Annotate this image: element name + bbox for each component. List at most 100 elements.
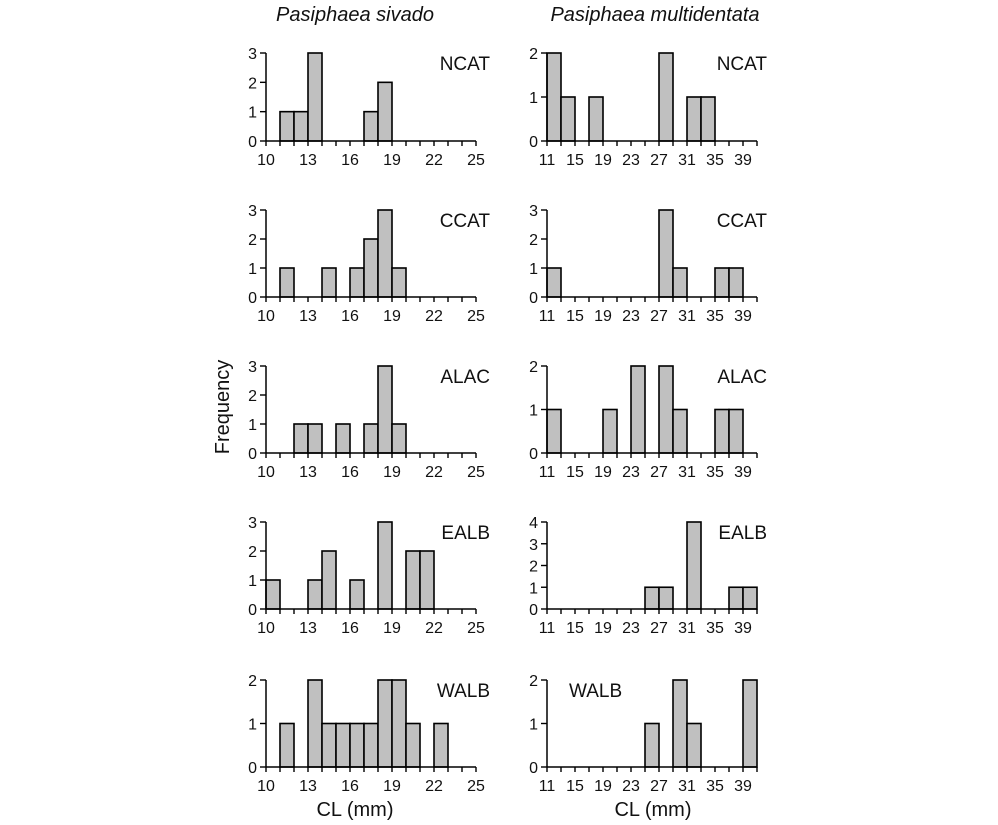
histogram-bar xyxy=(672,408,688,454)
x-tick-label: 23 xyxy=(622,152,640,169)
x-tick-label: 39 xyxy=(734,620,752,637)
y-tick-label: 2 xyxy=(529,673,538,690)
x-tick-label: 23 xyxy=(622,778,640,795)
histogram-bar xyxy=(307,579,323,610)
x-axis-label-left: CL (mm) xyxy=(316,799,393,821)
y-tick-label: 0 xyxy=(529,290,538,307)
x-tick-label: 11 xyxy=(539,152,556,169)
x-tick-label: 25 xyxy=(467,778,485,795)
x-tick-label: 16 xyxy=(341,620,359,637)
x-tick-label: 15 xyxy=(566,778,584,795)
histogram-bar xyxy=(419,550,435,610)
histogram-bar xyxy=(349,267,365,298)
y-axis-label: Frequency xyxy=(212,360,234,455)
histogram-bar xyxy=(742,679,758,768)
histogram-bar xyxy=(658,365,674,454)
y-tick-label: 0 xyxy=(248,290,257,307)
histogram-bar xyxy=(672,679,688,768)
histogram-bar xyxy=(377,521,393,610)
y-tick-label: 2 xyxy=(529,559,538,576)
histogram-bar xyxy=(728,408,744,454)
histogram-bar xyxy=(560,96,576,142)
histogram-bar xyxy=(672,267,688,298)
histogram-bar xyxy=(405,722,421,768)
x-tick-label: 10 xyxy=(257,152,275,169)
x-tick-label: 15 xyxy=(566,152,584,169)
x-tick-label: 39 xyxy=(734,308,752,325)
y-tick-label: 1 xyxy=(529,403,538,420)
histogram-bar xyxy=(349,579,365,610)
x-tick-label: 22 xyxy=(425,152,443,169)
y-tick-label: 0 xyxy=(248,760,257,777)
x-tick-label: 31 xyxy=(678,464,696,481)
histogram-bar xyxy=(293,423,309,454)
histogram-bar xyxy=(433,722,449,768)
y-tick-label: 1 xyxy=(248,717,257,734)
y-tick-label: 3 xyxy=(248,359,257,376)
x-tick-label: 11 xyxy=(539,620,556,637)
histogram-panel: 0 1 2 11 15 19 23 27 31 35 39 WALB xyxy=(529,673,758,795)
x-tick-label: 27 xyxy=(650,464,668,481)
region-label: NCAT xyxy=(440,54,491,75)
histogram-panel: 0 1 2 11 15 19 23 27 31 35 39 ALAC xyxy=(529,359,767,481)
x-tick-label: 13 xyxy=(299,778,317,795)
histogram-bar xyxy=(363,722,379,768)
histogram-bar xyxy=(307,52,323,142)
x-tick-label: 10 xyxy=(257,308,275,325)
histogram-bar xyxy=(321,550,337,610)
x-tick-label: 13 xyxy=(299,308,317,325)
histogram-bar xyxy=(321,722,337,768)
histogram-bar xyxy=(658,52,674,142)
histogram-bar xyxy=(293,110,309,142)
histogram-bar xyxy=(279,722,295,768)
x-tick-label: 35 xyxy=(706,308,724,325)
region-label: CCAT xyxy=(440,211,491,232)
x-tick-label: 13 xyxy=(299,152,317,169)
histogram-bar xyxy=(335,722,351,768)
x-tick-label: 35 xyxy=(706,152,724,169)
x-tick-label: 19 xyxy=(594,464,612,481)
x-tick-label: 27 xyxy=(650,778,668,795)
histogram-bar xyxy=(644,722,660,768)
x-tick-label: 10 xyxy=(257,778,275,795)
x-tick-label: 27 xyxy=(650,308,668,325)
x-tick-label: 16 xyxy=(341,464,359,481)
x-tick-label: 25 xyxy=(467,152,485,169)
x-tick-label: 35 xyxy=(706,464,724,481)
y-tick-label: 0 xyxy=(529,760,538,777)
x-tick-label: 13 xyxy=(299,620,317,637)
y-tick-label: 1 xyxy=(529,261,538,278)
x-tick-label: 39 xyxy=(734,464,752,481)
histogram-bar xyxy=(728,267,744,298)
histogram-bar xyxy=(321,267,337,298)
x-tick-label: 15 xyxy=(566,620,584,637)
x-tick-label: 11 xyxy=(539,464,556,481)
x-tick-label: 25 xyxy=(467,464,485,481)
y-tick-label: 0 xyxy=(248,446,257,463)
histogram-panel: 0 1 2 10 13 16 19 22 25 WALB xyxy=(248,673,490,795)
histogram-bar xyxy=(363,423,379,454)
histogram-bar xyxy=(546,52,562,142)
y-tick-label: 2 xyxy=(248,673,257,690)
x-tick-label: 16 xyxy=(341,308,359,325)
region-label: CCAT xyxy=(717,211,768,232)
x-tick-label: 23 xyxy=(622,620,640,637)
histogram-bar xyxy=(658,586,674,610)
histogram-bar xyxy=(265,579,281,610)
histogram-bar xyxy=(363,110,379,142)
histogram-bar xyxy=(349,722,365,768)
histogram-bar xyxy=(377,81,393,142)
histogram-bar xyxy=(602,408,618,454)
region-label: WALB xyxy=(569,681,622,702)
y-tick-label: 1 xyxy=(529,90,538,107)
region-label: NCAT xyxy=(717,54,768,75)
x-tick-label: 23 xyxy=(622,464,640,481)
histogram-bar xyxy=(742,586,758,610)
histogram-bar xyxy=(546,267,562,298)
y-tick-label: 1 xyxy=(248,573,257,590)
histogram-bar xyxy=(686,722,702,768)
left-column-title: Pasiphaea sivado xyxy=(276,4,434,26)
y-tick-label: 2 xyxy=(248,388,257,405)
